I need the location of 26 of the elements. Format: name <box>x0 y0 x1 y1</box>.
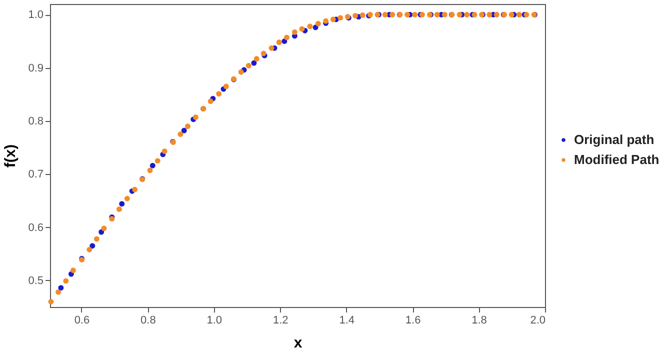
x-tick-label: 1.0 <box>206 314 222 326</box>
x-tick-label: 0.6 <box>74 314 90 326</box>
x-axis-title: x <box>294 334 303 349</box>
point <box>119 201 125 207</box>
x-tick-label: 0.8 <box>140 314 156 326</box>
x-tick-label: 1.2 <box>272 314 288 326</box>
point <box>90 243 96 249</box>
x-tick-label: 1.6 <box>405 314 421 326</box>
y-tick-label: 0.8 <box>28 115 44 128</box>
point <box>58 285 64 291</box>
y-tick-label: 0.7 <box>28 168 44 181</box>
point <box>282 38 288 44</box>
point <box>251 60 257 66</box>
y-tick-label: 0.6 <box>28 222 44 234</box>
legend-label: Modified Path <box>574 152 660 167</box>
x-tick-label: 1.4 <box>339 314 354 326</box>
x-tick-label: 1.8 <box>472 314 487 326</box>
y-axis-title: f(x) <box>2 144 20 168</box>
y-tick-label: 1.0 <box>28 9 44 22</box>
point <box>181 128 187 134</box>
point <box>98 229 104 235</box>
legend-label: Original path <box>574 132 654 147</box>
y-tick-label: 0.5 <box>28 274 44 287</box>
y-tick-label: 0.9 <box>28 62 44 74</box>
x-tick-label: 2.0 <box>530 314 546 326</box>
point <box>150 162 156 168</box>
